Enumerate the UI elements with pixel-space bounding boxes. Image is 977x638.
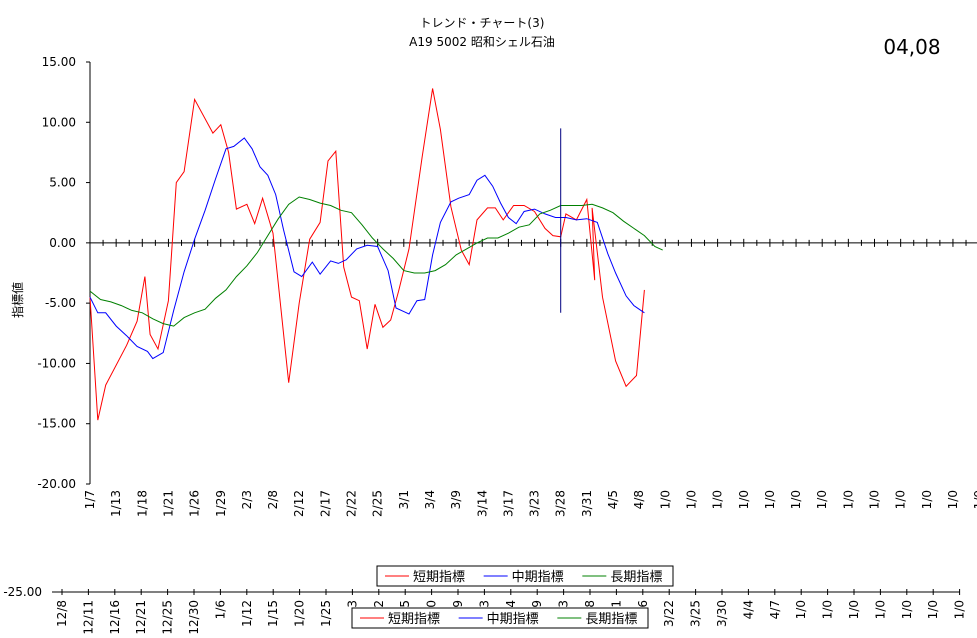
- x-tick-label: 1/0: [711, 490, 725, 509]
- ghost-x-tick-label: 1/0: [821, 600, 835, 619]
- x-tick-label: 1/0: [946, 490, 960, 509]
- y-tick-label: -15.00: [37, 417, 76, 431]
- legend-label: 短期指標: [413, 570, 465, 585]
- y-axis-label: 指標値: [10, 282, 25, 318]
- ghost-x-tick-label: 1/12: [240, 600, 254, 627]
- y-tick-label: -10.00: [37, 356, 76, 370]
- x-tick-label: 1/0: [894, 490, 908, 509]
- y-tick-label: 10.00: [42, 115, 76, 129]
- ghost-x-tick-label: 12/21: [134, 600, 148, 635]
- ghost-x-tick-label: 9: [451, 600, 465, 608]
- ghost-y-label: -25.00: [3, 585, 42, 599]
- ghost-x-tick-label: 1/25: [319, 600, 333, 627]
- x-tick-label: 1/0: [815, 490, 829, 509]
- series-line-3: [89, 196, 663, 327]
- ghost-x-tick-label: 2: [372, 600, 386, 608]
- x-tick-label: 1/0: [737, 490, 751, 509]
- ghost-x-tick-label: 12/16: [108, 600, 122, 635]
- x-tick-label: 1/0: [684, 490, 698, 509]
- x-tick-label: 1/0: [841, 490, 855, 509]
- x-tick-label: 1/7: [83, 490, 97, 509]
- ghost-legend-label: 中期指標: [487, 612, 539, 627]
- x-tick-label: 3/28: [554, 490, 568, 517]
- x-tick-label: 3/4: [423, 490, 437, 509]
- ghost-x-tick-label: 8: [583, 600, 597, 608]
- x-tick-label: 1/0: [920, 490, 934, 509]
- ghost-x-tick-label: 3/25: [689, 600, 703, 627]
- ghost-legend-label: 短期指標: [388, 612, 440, 627]
- ghost-x-tick-label: 1/6: [213, 600, 227, 619]
- ghost-x-tick-label: 3/22: [662, 600, 676, 627]
- ghost-x-tick-label: 1/0: [926, 600, 940, 619]
- chart-title-line1: トレンド・チャート(3): [420, 16, 545, 30]
- x-tick-label: 3/14: [475, 490, 489, 517]
- y-tick-label: 0.00: [49, 236, 76, 250]
- x-tick-label: 2/8: [266, 490, 280, 509]
- ghost-x-tick-label: 1: [609, 600, 623, 608]
- x-tick-label: 4/5: [606, 490, 620, 509]
- ghost-x-tick-label: 12/8: [55, 600, 69, 627]
- ghost-x-tick-label: 9: [530, 600, 544, 608]
- x-tick-label: 2/17: [318, 490, 332, 517]
- ghost-x-tick-label: 3/30: [715, 600, 729, 627]
- y-tick-label: 5.00: [49, 176, 76, 190]
- x-tick-label: 3/1: [397, 490, 411, 509]
- legend-label: 長期指標: [610, 570, 662, 585]
- ghost-legend-box: [351, 607, 649, 629]
- x-tick-label: 1/0: [789, 490, 803, 509]
- x-tick-label: 1/18: [135, 490, 149, 517]
- ghost-x-tick-label: 4/7: [768, 600, 782, 619]
- x-tick-label: 2/12: [292, 490, 306, 517]
- x-tick-label: 3/17: [501, 490, 515, 517]
- ghost-x-tick-label: 0: [425, 600, 439, 608]
- ghost-x-tick-label: 3: [557, 600, 571, 608]
- x-tick-label: 1/29: [214, 490, 228, 517]
- corner-label: 04,08: [883, 35, 940, 59]
- x-tick-label: 2/25: [371, 490, 385, 517]
- ghost-x-tick-label: 1/15: [266, 600, 280, 627]
- ghost-axis: -25.00 12/8 12/11 12/16 12/21 12/25 12/30 1/6 1/…: [3, 585, 966, 635]
- ghost-x-tick-label: 12/30: [187, 600, 201, 635]
- ghost-x-tick-label: 1/20: [293, 600, 307, 627]
- x-tick-label: 1/0: [972, 490, 977, 509]
- ghost-legend-label: 長期指標: [585, 612, 637, 627]
- x-tick-label: 1/0: [868, 490, 882, 509]
- x-tick-label: 1/26: [188, 490, 202, 517]
- ghost-x-tick-label: 4: [504, 600, 518, 608]
- x-tick-label: 2/3: [240, 490, 254, 509]
- y-tick-label: -5.00: [45, 296, 76, 310]
- plot-area: 15.00 10.00 5.00 0.00 -5.00 -10.00 -15.00 -20.0…: [37, 55, 977, 587]
- x-tick-label: 4/8: [632, 490, 646, 509]
- x-tick-label: 1/0: [763, 490, 777, 509]
- x-tick-label: 1/0: [658, 490, 672, 509]
- x-tick-label: 1/13: [109, 490, 123, 517]
- y-tick-label: 15.00: [42, 55, 76, 69]
- x-tick-label: 3/23: [528, 490, 542, 517]
- chart-title-line2: A19 5002 昭和シェル石油: [409, 35, 555, 49]
- ghost-x-tick-label: 1/0: [953, 600, 967, 619]
- legend-label: 中期指標: [512, 570, 564, 585]
- x-tick-label: 3/31: [580, 490, 594, 517]
- ghost-x-tick-label: 4/4: [741, 600, 755, 619]
- ghost-x-tick-label: 5: [398, 600, 412, 608]
- y-tick-label: -20.00: [37, 477, 76, 491]
- ghost-x-tick-label: 3: [345, 600, 359, 608]
- x-tick-label: 1/21: [161, 490, 175, 517]
- ghost-x-tick-label: 12/11: [81, 600, 95, 635]
- x-tick-label: 3/9: [449, 490, 463, 509]
- ghost-x-tick-label: 12/25: [161, 600, 175, 635]
- ghost-x-tick-label: 1/0: [847, 600, 861, 619]
- x-tick-label: 2/22: [345, 490, 359, 517]
- legend-box: [376, 565, 674, 587]
- ghost-x-tick-label: 1/0: [900, 600, 914, 619]
- ghost-x-tick-label: 1/0: [794, 600, 808, 619]
- ghost-x-tick-label: 1/0: [873, 600, 887, 619]
- series-line-1: [89, 88, 645, 421]
- ghost-x-tick-label: 3: [477, 600, 491, 608]
